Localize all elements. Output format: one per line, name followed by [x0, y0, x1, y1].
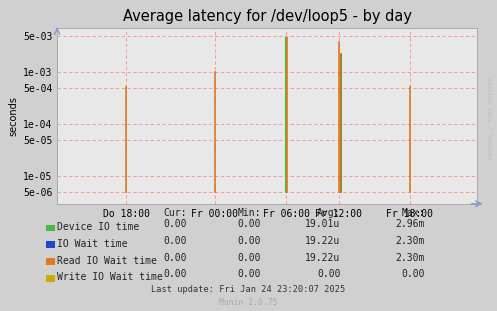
Text: 0.00: 0.00	[163, 269, 186, 279]
Text: 0.00: 0.00	[238, 269, 261, 279]
Text: 0.00: 0.00	[238, 219, 261, 229]
Text: Last update: Fri Jan 24 23:20:07 2025: Last update: Fri Jan 24 23:20:07 2025	[152, 285, 345, 294]
Text: 19.22u: 19.22u	[305, 236, 340, 246]
Text: Min:: Min:	[238, 208, 261, 218]
Text: Write IO Wait time: Write IO Wait time	[57, 272, 163, 282]
Text: 2.30m: 2.30m	[396, 253, 425, 262]
Text: 0.00: 0.00	[238, 236, 261, 246]
Text: RRDTOOL / TOBI OETIKER: RRDTOOL / TOBI OETIKER	[489, 77, 494, 160]
Text: 2.30m: 2.30m	[396, 236, 425, 246]
Text: 2.96m: 2.96m	[396, 219, 425, 229]
Text: Munin 2.0.75: Munin 2.0.75	[219, 298, 278, 307]
Text: IO Wait time: IO Wait time	[57, 239, 128, 249]
Text: 19.22u: 19.22u	[305, 253, 340, 262]
Text: 0.00: 0.00	[163, 236, 186, 246]
Text: 0.00: 0.00	[402, 269, 425, 279]
Text: 19.01u: 19.01u	[305, 219, 340, 229]
Text: Read IO Wait time: Read IO Wait time	[57, 256, 157, 266]
Y-axis label: seconds: seconds	[9, 96, 19, 136]
Text: Cur:: Cur:	[163, 208, 186, 218]
Text: 0.00: 0.00	[238, 253, 261, 262]
Text: Max:: Max:	[402, 208, 425, 218]
Title: Average latency for /dev/loop5 - by day: Average latency for /dev/loop5 - by day	[123, 9, 412, 24]
Text: Avg:: Avg:	[317, 208, 340, 218]
Text: 0.00: 0.00	[163, 219, 186, 229]
Text: 0.00: 0.00	[163, 253, 186, 262]
Text: Device IO time: Device IO time	[57, 222, 139, 232]
Text: 0.00: 0.00	[317, 269, 340, 279]
